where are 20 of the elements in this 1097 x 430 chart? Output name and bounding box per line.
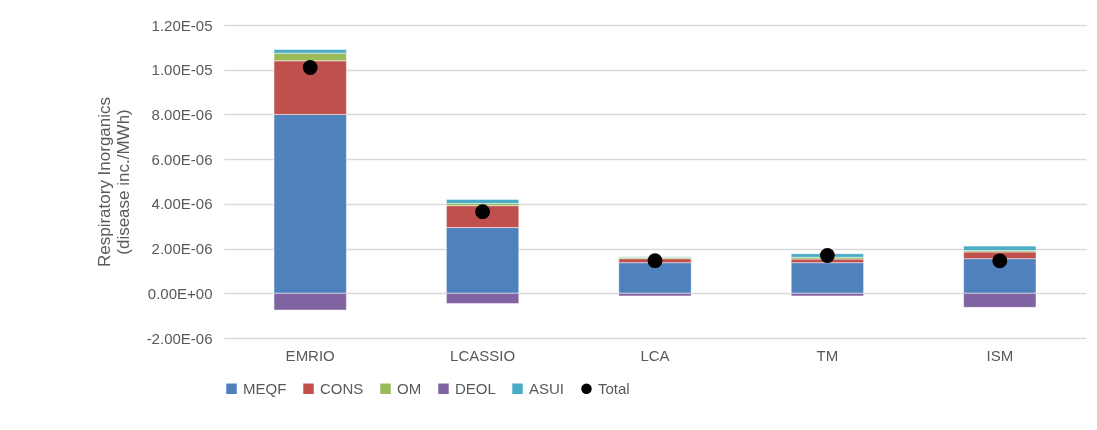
x-tick-label: TM [816, 346, 839, 364]
legend-label: CONS [320, 379, 364, 397]
legend-label: ASUI [529, 379, 565, 397]
y-tick-label: 4.00E-06 [151, 195, 213, 213]
legend-label: MEQF [243, 379, 287, 397]
y-tick-label: 6.00E-06 [151, 150, 213, 168]
x-tick-label: LCASSIO [450, 346, 516, 364]
y-tick-label: 2.00E-06 [151, 240, 213, 258]
y-tick-label: 8.00E-06 [151, 105, 213, 123]
legend-label: DEOL [455, 379, 496, 397]
y-tick-label: 1.00E-05 [151, 61, 213, 79]
y-axis-title: Respiratory Inorganics (disease inc./MWh) [94, 96, 133, 268]
legend-label: Total [598, 379, 630, 397]
x-tick-label: ISM [986, 346, 1014, 364]
legend-label: OM [397, 379, 422, 397]
y-tick-label: -2.00E-06 [146, 329, 213, 347]
x-tick-label: LCA [640, 346, 670, 364]
x-tick-label: EMRIO [285, 346, 335, 364]
y-tick-label: 1.20E-05 [151, 16, 213, 34]
y-tick-label: 0.00E+00 [147, 284, 213, 302]
